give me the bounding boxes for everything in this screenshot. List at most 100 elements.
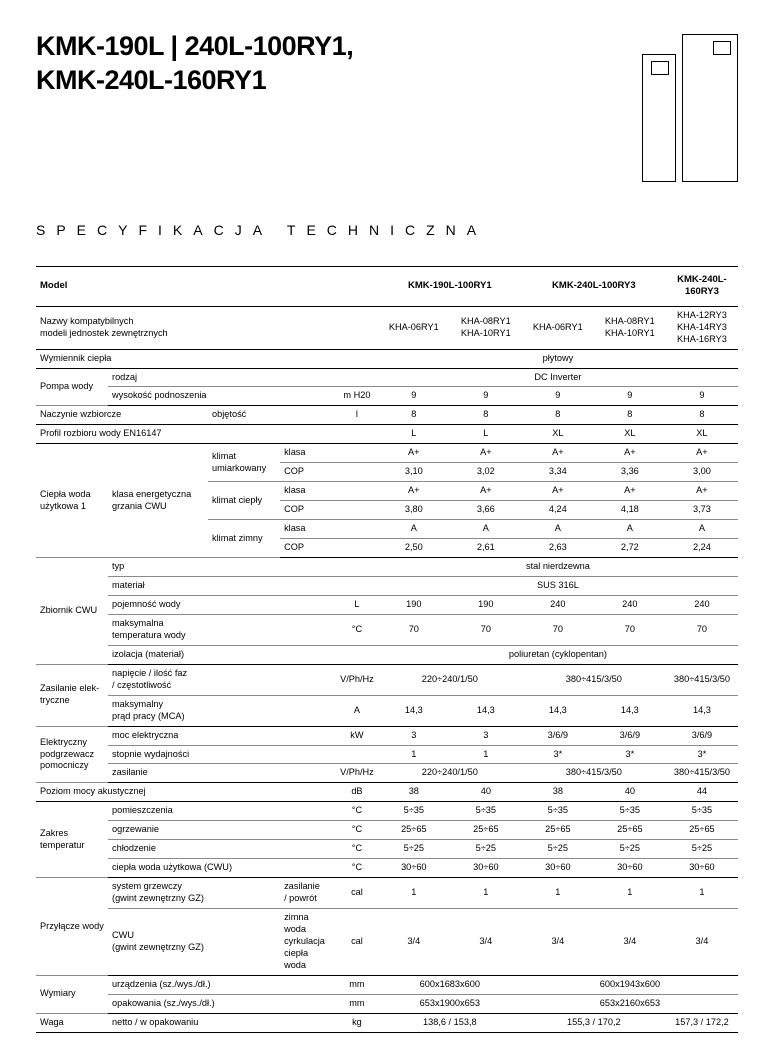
unit-cell: mm [336,994,378,1013]
cell: 40 [450,783,522,802]
cell: XL [522,425,594,444]
cell: 8 [522,406,594,425]
sub-label: klasa [280,444,378,463]
cell: 380÷415/3/50 [522,664,666,695]
cell: 38 [522,783,594,802]
cell: 30÷60 [378,859,450,878]
cell: 3/6/9 [594,726,666,745]
cell: poliuretan (cyklopentan) [378,645,738,664]
sub-label: klimatumiarkowany [208,444,280,482]
cell: 25÷65 [666,821,738,840]
cell: 9 [594,387,666,406]
cell: 3/4 [666,909,738,976]
cell: A [594,520,666,539]
cell: 2,50 [378,539,450,558]
unit-cell: A [336,695,378,726]
table-row: Wymiennik ciepła płytowy [36,349,738,368]
sub-label: klasa [280,520,378,539]
subtitle: SPECYFIKACJA TECHNICZNA [36,222,738,238]
cell: 653x2160x653 [522,994,738,1013]
sub-label: wysokość podnoszenia [108,387,336,406]
cell: 380÷415/3/50 [522,764,666,783]
cell: 190 [450,595,522,614]
cell: A+ [594,444,666,463]
model-3: KMK-240L-160RY3 [666,267,738,307]
cell: 70 [522,614,594,645]
cell: KHA-08RY1KHA-10RY1 [450,306,522,349]
table-row: Naczynie wzbiorcze objętość l 88888 [36,406,738,425]
row-label: Waga [36,1013,108,1032]
table-row: ciepła woda użytkowa (CWU) °C 30÷6030÷60… [36,859,738,878]
cell: L [378,425,450,444]
cell: 9 [378,387,450,406]
unit-large-icon [682,34,738,182]
cell: L [450,425,522,444]
cell: 3,10 [378,463,450,482]
cell: A [378,520,450,539]
table-row: Wymiary urządzenia (sz./wys./dł.) mm 600… [36,975,738,994]
row-label: Poziom mocy akustycznej [36,783,336,802]
cell: 3/4 [522,909,594,976]
row-label: Przyłącze wody [36,878,108,976]
cell: A [450,520,522,539]
sub-label: CWU(gwint zewnętrzny GZ) [108,909,280,976]
cell: 8 [594,406,666,425]
cell: 8 [378,406,450,425]
cell: 138,6 / 153,8 [378,1013,522,1032]
cell: 240 [522,595,594,614]
cell: 9 [450,387,522,406]
cell: 5÷35 [522,802,594,821]
cell: 3/6/9 [666,726,738,745]
sub-label: opakowania (sz./wys./dł.) [108,994,336,1013]
title-line1: KMK-190L | 240L-100RY1, [36,31,353,61]
unit-cell: °C [336,802,378,821]
cell: 3/4 [594,909,666,976]
sub-label: pomieszczenia [108,802,336,821]
sub-label: ogrzewanie [108,821,336,840]
cell: 8 [666,406,738,425]
title-line2: KMK-240L-160RY1 [36,65,266,95]
cell: 3,73 [666,501,738,520]
table-row: pojemność wody L 190190240240240 [36,595,738,614]
unit-cell: kg [336,1013,378,1032]
cell: KHA-12RY3KHA-14RY3KHA-16RY3 [666,306,738,349]
cell: 240 [666,595,738,614]
cell: XL [666,425,738,444]
row-label: Wymiary [36,975,108,1013]
sub-label: rodzaj [108,368,378,387]
sub-label: objętość [208,406,336,425]
sub-label: zimna wodacyrkulacjaciepła woda [280,909,336,976]
table-row: Profil rozbioru wody EN16147 LLXLXLXL [36,425,738,444]
cell: KHA-06RY1 [378,306,450,349]
row-label: Zakrestemperatur [36,802,108,878]
compat-label: Nazwy kompatybilnych modeli jednostek ze… [36,306,378,349]
cell: A+ [522,482,594,501]
cell: 653x1900x653 [378,994,522,1013]
row-label: Profil rozbioru wody EN16147 [36,425,378,444]
cell: 220÷240/1/50 [378,764,522,783]
sub-label: klimat zimny [208,520,280,558]
cell: 220÷240/1/50 [378,664,522,695]
cell: 240 [594,595,666,614]
row-label: Zasilanie elek-tryczne [36,664,108,726]
row-label: Zbiornik CWU [36,558,108,665]
cell: A+ [450,444,522,463]
unit-cell: °C [336,614,378,645]
sub-label: COP [280,463,378,482]
cell: 70 [594,614,666,645]
unit-cell: m H20 [336,387,378,406]
cell: 3 [378,726,450,745]
row-label: Pompa wody [36,368,108,406]
cell: 5÷25 [378,840,450,859]
row-label: Ciepła wodaużytkowa 1 [36,444,108,558]
cell: 3/4 [378,909,450,976]
cell: 38 [378,783,450,802]
unit-cell: V/Ph/Hz [336,764,378,783]
sub-label: izolacja (materiał) [108,645,378,664]
cell: KHA-08RY1KHA-10RY1 [594,306,666,349]
unit-cell: V/Ph/Hz [336,664,378,695]
cell: A+ [378,482,450,501]
unit-cell: mm [336,975,378,994]
cell: 5÷35 [594,802,666,821]
cell: 5÷25 [450,840,522,859]
